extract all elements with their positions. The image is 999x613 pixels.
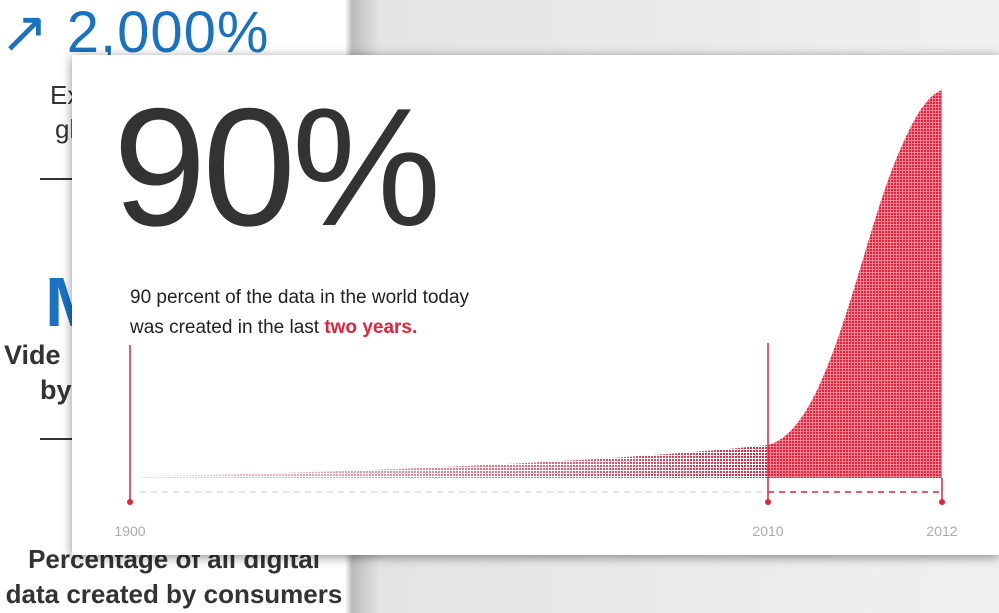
body-text-part: was created in the last — [129, 317, 320, 338]
area-recent-fill — [768, 90, 942, 478]
background-text: by — [40, 375, 72, 405]
highlight-text: two years. — [324, 317, 417, 338]
background-stat: ↗ 2,000% — [0, 0, 269, 66]
background-text: gl — [55, 114, 76, 144]
divider — [40, 178, 80, 180]
axis-label: 1900 — [114, 523, 145, 539]
headline: 90% — [113, 73, 437, 261]
divider — [40, 438, 80, 440]
background-caption: data created by consumers — [5, 579, 343, 609]
arrow: ↗ — [0, 0, 67, 65]
body-text: 90 percent of the data in the world toda… — [130, 287, 470, 308]
axis-label: 2012 — [926, 523, 957, 539]
marker-dot — [765, 499, 771, 505]
area-fade — [140, 440, 768, 480]
body-text: was created in the last two years. — [129, 317, 417, 338]
marker-dot — [939, 499, 945, 505]
background-text: Vide — [4, 340, 61, 370]
marker-dot — [127, 499, 133, 505]
stat-text: 2,000% — [66, 0, 270, 65]
axis-label: 2010 — [752, 523, 783, 539]
